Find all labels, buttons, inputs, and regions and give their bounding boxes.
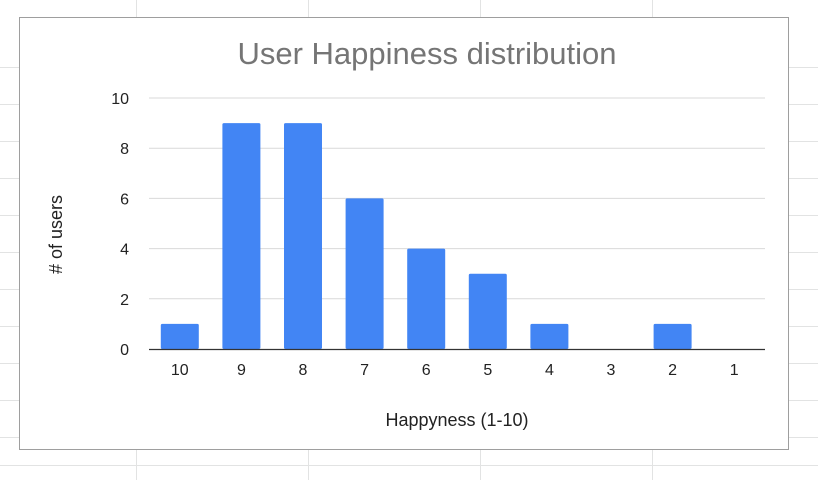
y-tick-label: 2 — [120, 292, 129, 309]
y-tick-label: 8 — [120, 141, 129, 158]
y-axis-title: # of users — [46, 195, 66, 274]
x-tick-label: 2 — [668, 362, 677, 379]
bar-6[interactable] — [407, 248, 446, 349]
bar-9[interactable] — [222, 123, 261, 349]
x-tick-label: 7 — [360, 362, 369, 379]
x-tick-label: 3 — [607, 362, 616, 379]
bar-5[interactable] — [468, 273, 507, 349]
chart-title: User Happiness distribution — [237, 36, 617, 71]
y-tick-label: 10 — [111, 91, 129, 108]
x-tick-labels: 10 9 8 7 6 5 4 3 2 1 — [171, 362, 739, 379]
bar-2[interactable] — [653, 323, 692, 349]
x-tick-label: 6 — [422, 362, 431, 379]
x-tick-label: 4 — [545, 362, 554, 379]
bars — [160, 123, 692, 349]
chart-container[interactable]: User Happiness distribution 0 2 4 6 8 10 10 9 8… — [19, 17, 789, 450]
bar-chart-svg: 0 2 4 6 8 10 10 9 8 7 6 5 4 3 2 1 Happyness (1-10) # o… — [46, 91, 765, 430]
y-tick-label: 0 — [120, 342, 129, 359]
bar-8[interactable] — [284, 123, 322, 349]
x-tick-label: 10 — [171, 362, 189, 379]
x-tick-label: 5 — [483, 362, 492, 379]
y-tick-label: 4 — [120, 242, 129, 259]
x-tick-label: 9 — [237, 362, 246, 379]
bar-10[interactable] — [160, 323, 199, 349]
x-axis-title: Happyness (1-10) — [385, 410, 528, 430]
bar-4[interactable] — [530, 323, 569, 349]
x-tick-label: 1 — [730, 362, 739, 379]
bar-7[interactable] — [345, 198, 384, 349]
sheet-row-line — [0, 465, 818, 466]
x-tick-label: 8 — [299, 362, 308, 379]
y-tick-label: 6 — [120, 191, 129, 208]
y-tick-labels: 0 2 4 6 8 10 — [111, 91, 129, 359]
